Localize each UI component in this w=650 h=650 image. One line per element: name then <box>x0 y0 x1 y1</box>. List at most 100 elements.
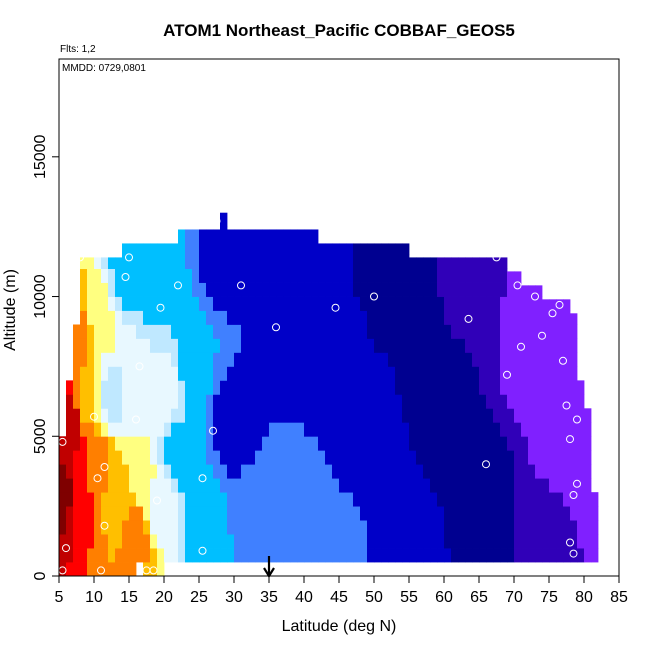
heatmap-cell <box>241 296 249 311</box>
x-axis-label: Latitude (deg N) <box>282 618 397 635</box>
heatmap-cell <box>199 548 207 563</box>
heatmap-cell <box>570 394 578 409</box>
heatmap-cell <box>129 268 137 283</box>
heatmap-cell <box>129 520 137 535</box>
heatmap-cell <box>444 478 452 493</box>
heatmap-cell <box>262 464 270 479</box>
heatmap-cell <box>304 394 312 409</box>
heatmap-cell <box>199 254 207 269</box>
heatmap-cell <box>416 408 424 423</box>
heatmap-cell <box>297 229 305 242</box>
heatmap-cell <box>213 338 221 353</box>
x-axis: 5 10 15 20 25 30 35 40 45 50 55 60 65 70 75 80 85 <box>55 576 628 606</box>
heatmap-cell <box>290 268 298 283</box>
heatmap-cell <box>570 520 578 535</box>
heatmap-cell <box>150 520 158 535</box>
heatmap-cell <box>507 450 515 465</box>
heatmap-cell <box>241 352 249 367</box>
heatmap-cell <box>241 492 249 507</box>
heatmap-cell <box>500 394 508 409</box>
heatmap-cell <box>444 422 452 437</box>
heatmap-cell <box>164 436 172 451</box>
heatmap-cell <box>220 408 228 423</box>
heatmap-cell <box>486 520 494 535</box>
heatmap-cell <box>101 324 109 339</box>
heatmap-cell <box>185 310 193 325</box>
heatmap-cell <box>143 352 151 367</box>
heatmap-cell <box>227 254 235 269</box>
heatmap-cell <box>549 299 557 311</box>
heatmap-cell <box>493 338 501 353</box>
heatmap-cell <box>255 534 263 549</box>
heatmap-cell <box>199 492 207 507</box>
heatmap-cell <box>388 296 396 311</box>
heatmap-cell <box>157 436 165 451</box>
heatmap-cell <box>535 534 543 549</box>
heatmap-cell <box>353 296 361 311</box>
heatmap-cell <box>87 352 95 367</box>
heatmap-cell <box>192 548 200 563</box>
heatmap-cell <box>395 436 403 451</box>
heatmap-cell <box>80 464 88 479</box>
heatmap-cell <box>66 394 74 409</box>
heatmap-cell <box>542 506 550 521</box>
heatmap-cell <box>115 257 123 269</box>
heatmap-cell <box>367 296 375 311</box>
heatmap-cell <box>430 268 438 283</box>
heatmap-cell <box>157 254 165 269</box>
heatmap-cell <box>521 352 529 367</box>
heatmap-cell <box>542 299 550 311</box>
heatmap-cell <box>409 492 417 507</box>
heatmap-cell <box>570 464 578 479</box>
heatmap-cell <box>206 548 214 563</box>
heatmap-cell <box>514 464 522 479</box>
heatmap-cell <box>199 422 207 437</box>
heatmap-cell <box>528 436 536 451</box>
heatmap-cell <box>297 282 305 297</box>
heatmap-cell <box>542 478 550 493</box>
heatmap-cell <box>136 296 144 311</box>
heatmap-cell <box>185 534 193 549</box>
heatmap-cell <box>535 366 543 381</box>
heatmap-cell <box>290 366 298 381</box>
heatmap-cell <box>430 296 438 311</box>
heatmap-cell <box>318 352 326 367</box>
heatmap-cell <box>80 338 88 353</box>
heatmap-cell <box>171 436 179 451</box>
x-tick-label: 40 <box>295 589 313 606</box>
y-tick-label: 10000 <box>32 274 49 319</box>
heatmap-cell <box>157 268 165 283</box>
heatmap-cell <box>507 271 515 283</box>
heatmap-cell <box>535 310 543 325</box>
heatmap-cell <box>101 478 109 493</box>
heatmap-cell <box>493 492 501 507</box>
heatmap-cell <box>108 310 116 325</box>
heatmap-cell <box>479 257 487 269</box>
heatmap-cell <box>423 338 431 353</box>
heatmap-cell <box>402 506 410 521</box>
heatmap-cell <box>514 271 522 283</box>
heatmap-cell <box>542 394 550 409</box>
heatmap-cell <box>87 450 95 465</box>
heatmap-cell <box>199 310 207 325</box>
heatmap-cell <box>479 436 487 451</box>
heatmap-cell <box>213 492 221 507</box>
heatmap-cell <box>73 324 81 339</box>
heatmap-cell <box>269 229 277 242</box>
heatmap-cell <box>234 492 242 507</box>
heatmap-cell <box>87 296 95 311</box>
heatmap-cell <box>220 240 228 256</box>
heatmap-cell <box>577 450 585 465</box>
heatmap-cell <box>262 408 270 423</box>
heatmap-cell <box>514 478 522 493</box>
heatmap-cell <box>465 464 473 479</box>
x-tick-label: 35 <box>260 589 278 606</box>
heatmap-cell <box>353 422 361 437</box>
heatmap-cell <box>150 464 158 479</box>
heatmap-cell <box>584 548 592 563</box>
flight-point <box>503 370 511 379</box>
heatmap-cell <box>178 492 186 507</box>
heatmap-cell <box>577 548 585 563</box>
heatmap-cell <box>220 534 228 549</box>
heatmap-cell <box>346 548 354 563</box>
